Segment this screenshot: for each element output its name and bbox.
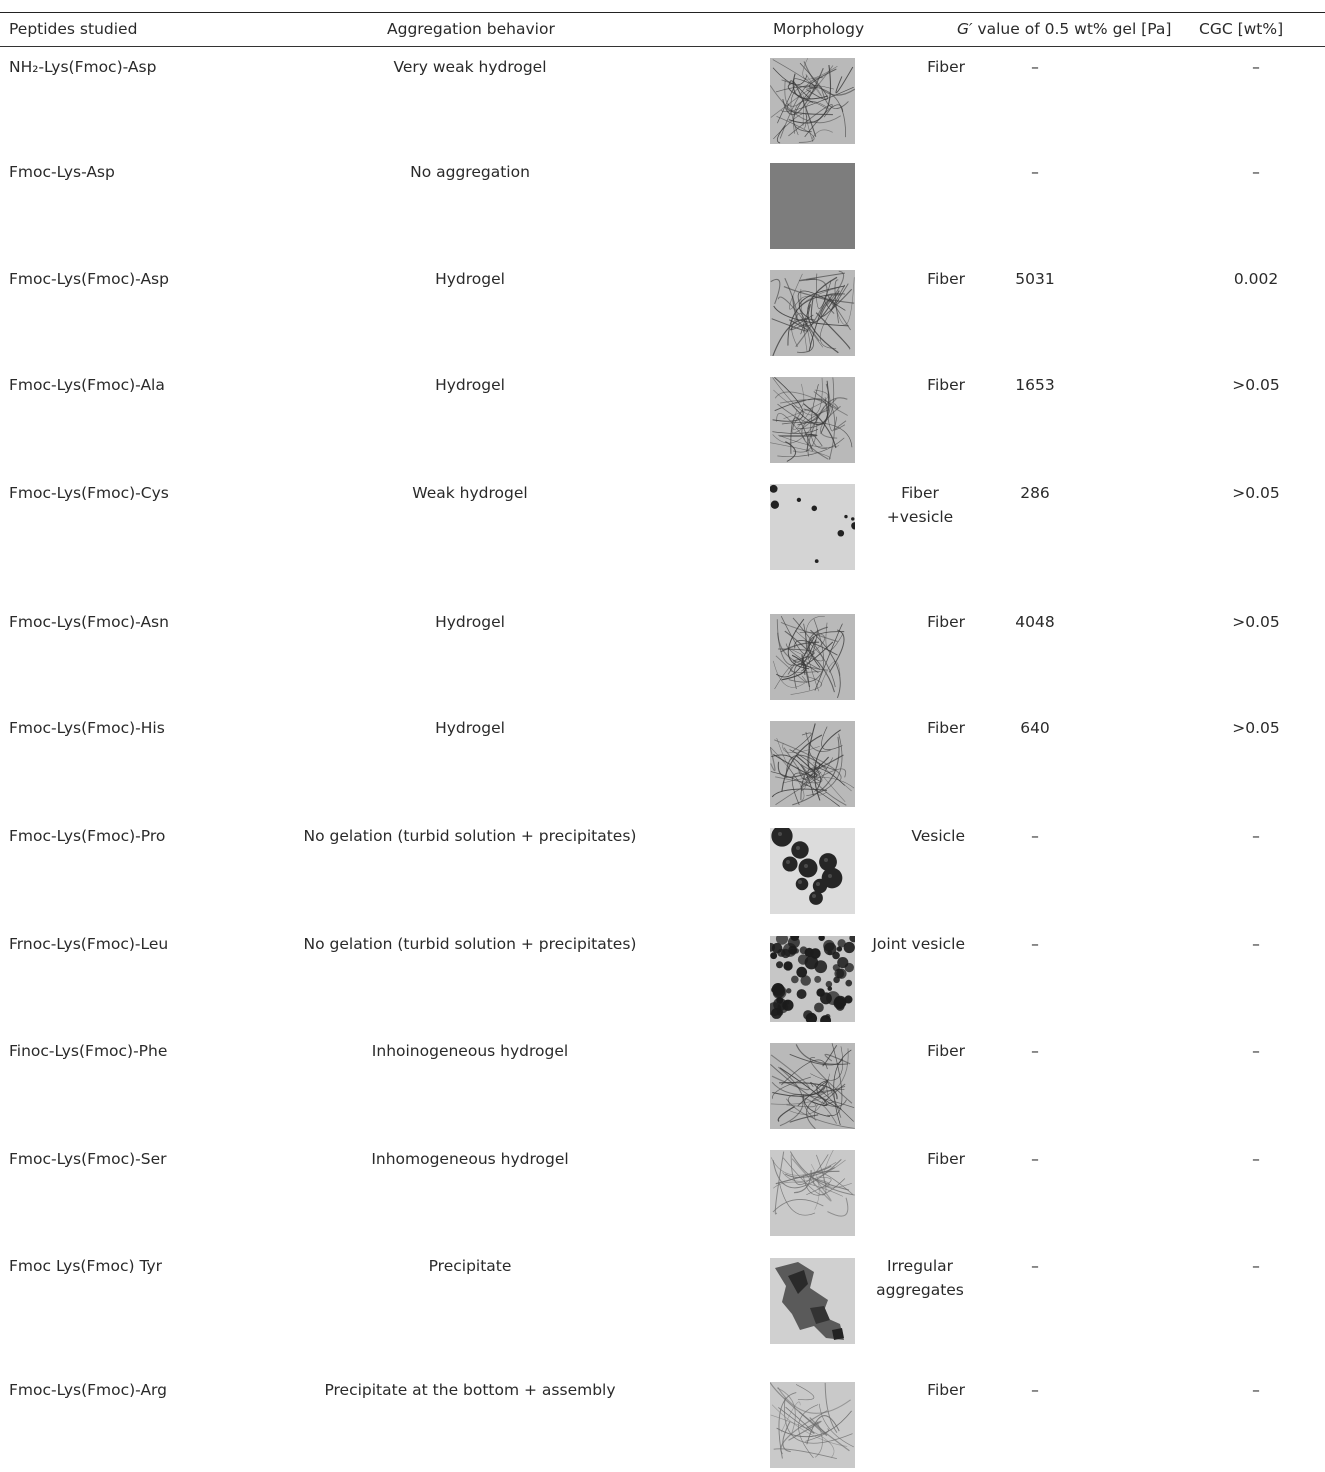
cell-morphology: Fiber (927, 1042, 965, 1060)
cell-aggregation: Precipitate at the bottom + assembly (324, 1381, 616, 1399)
light-fiber-micrograph (770, 1150, 855, 1236)
sparse-dots-micrograph (770, 484, 855, 570)
cell-cgc: – (1252, 1257, 1260, 1275)
cell-morphology: Fiber (927, 719, 965, 737)
cell-morphology: Fiber (927, 58, 965, 76)
cell-cgc: – (1252, 163, 1260, 181)
header-aggregation: Aggregation behavior (387, 20, 555, 38)
cell-g-value: 286 (1020, 484, 1050, 502)
fiber-micrograph (770, 58, 855, 144)
cell-g-value: 4048 (1015, 613, 1055, 631)
cell-aggregation: Hydrogel (435, 719, 505, 737)
cell-cgc: >0.05 (1232, 719, 1280, 737)
cell-cgc: >0.05 (1232, 484, 1280, 502)
cell-g-value: – (1031, 935, 1039, 953)
cell-peptide: Fmoc-Lys(Fmoc)-Asp (9, 270, 169, 288)
cell-peptide: Fmoc-Lys(Fmoc)-Ala (9, 376, 165, 394)
cell-peptide: Fmoc-Lys(Fmoc)-Asn (9, 613, 169, 631)
cell-morphology: Fiber +vesicle (886, 484, 954, 526)
cell-aggregation: Hydrogel (435, 376, 505, 394)
cell-peptide: Fmoc-Lys(Fmoc)-Arg (9, 1381, 167, 1399)
cell-cgc: – (1252, 935, 1260, 953)
cell-cgc: – (1252, 58, 1260, 76)
cell-morphology: Vesicle (911, 827, 965, 845)
g-value-label: value of 0.5 wt% gel [Pa] (972, 20, 1172, 38)
header-cgc: CGC [wt%] (1199, 20, 1284, 38)
fiber-micrograph (770, 270, 855, 356)
cell-cgc: – (1252, 827, 1260, 845)
fiber-micrograph (770, 721, 855, 807)
cell-g-value: – (1031, 58, 1039, 76)
cell-g-value: – (1031, 1257, 1039, 1275)
cell-morphology: Fiber (927, 270, 965, 288)
cell-morphology: Joint vesicle (872, 935, 965, 953)
cell-cgc: 0.002 (1233, 270, 1279, 288)
table-top-rule (0, 12, 1325, 14)
header-bottom-rule (0, 46, 1325, 47)
cell-peptide: Fmoc-Lys-Asp (9, 163, 115, 181)
cell-morphology: Fiber (927, 613, 965, 631)
cell-aggregation: Inhoinogeneous hydrogel (371, 1042, 569, 1060)
cell-peptide: Fmoc-Lys(Fmoc)-Cys (9, 484, 169, 502)
cell-g-value: – (1031, 1042, 1039, 1060)
g-prime-symbol: G′ (957, 20, 973, 38)
header-g-value: G′ value of 0.5 wt% gel [Pa] (957, 20, 1171, 38)
cell-aggregation: Hydrogel (435, 613, 505, 631)
cell-peptide: NH₂-Lys(Fmoc)-Asp (9, 58, 157, 76)
fiber-micrograph (770, 614, 855, 700)
cell-g-value: – (1031, 827, 1039, 845)
cell-cgc: – (1252, 1381, 1260, 1399)
light-fiber-micrograph (770, 1382, 855, 1468)
fiber-micrograph (770, 377, 855, 463)
blank-micrograph (770, 163, 855, 249)
cell-aggregation: Hydrogel (435, 270, 505, 288)
cell-aggregation: Very weak hydrogel (393, 58, 547, 76)
cell-g-value: 5031 (1015, 270, 1055, 288)
cell-peptide: Fmoc Lys(Fmoc) Tyr (9, 1257, 163, 1275)
cell-cgc: >0.05 (1232, 613, 1280, 631)
aggregate-micrograph (770, 1258, 855, 1344)
cell-aggregation: Weak hydrogel (412, 484, 528, 502)
cell-aggregation: No gelation (turbid solution + precipita… (303, 827, 637, 845)
cell-peptide: Fmoc-Lys(Fmoc)-His (9, 719, 165, 737)
cell-aggregation: No aggregation (410, 163, 530, 181)
cell-peptide: Fmoc-Lys(Fmoc)-Ser (9, 1150, 167, 1168)
cell-g-value: – (1031, 1150, 1039, 1168)
fiber-micrograph (770, 1043, 855, 1129)
cell-morphology: Fiber (927, 1381, 965, 1399)
cell-g-value: 1653 (1015, 376, 1055, 394)
header-peptides: Peptides studied (9, 20, 138, 38)
cell-cgc: >0.05 (1232, 376, 1280, 394)
cell-morphology: Fiber (927, 376, 965, 394)
cell-g-value: – (1031, 163, 1039, 181)
cell-aggregation: Precipitate (428, 1257, 512, 1275)
cell-peptide: Frnoc-Lys(Fmoc)-Leu (9, 935, 169, 953)
joint-vesicle-micrograph (770, 936, 855, 1022)
cell-g-value: 640 (1020, 719, 1050, 737)
cell-cgc: – (1252, 1042, 1260, 1060)
header-morphology: Morphology (773, 20, 865, 38)
vesicle-micrograph (770, 828, 855, 914)
cell-cgc: – (1252, 1150, 1260, 1168)
cell-aggregation: No gelation (turbid solution + precipita… (303, 935, 637, 953)
cell-peptide: Fmoc-Lys(Fmoc)-Pro (9, 827, 166, 845)
cell-aggregation: Inhomogeneous hydrogel (371, 1150, 569, 1168)
cell-g-value: – (1031, 1381, 1039, 1399)
cell-morphology: Irregular aggregates (876, 1257, 964, 1299)
cell-morphology: Fiber (927, 1150, 965, 1168)
cell-peptide: Finoc-Lys(Fmoc)-Phe (9, 1042, 168, 1060)
